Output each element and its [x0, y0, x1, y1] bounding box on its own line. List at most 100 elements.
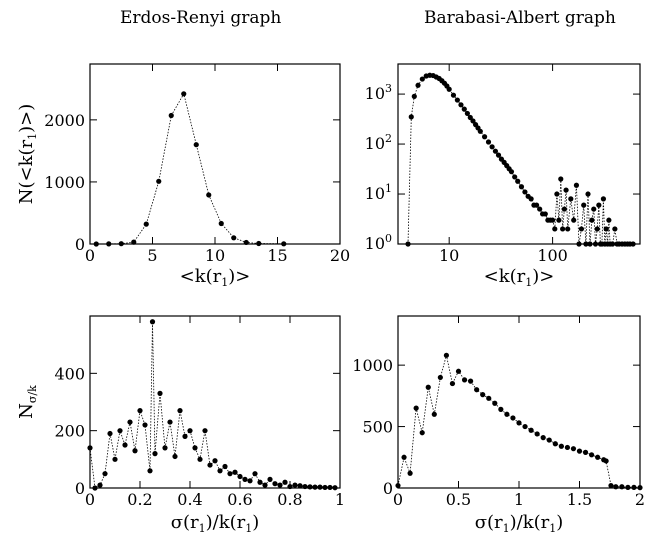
data-point: [495, 152, 502, 158]
data-point: [207, 462, 213, 468]
data-point: [287, 483, 293, 490]
data-point: [481, 134, 488, 140]
data-point: [408, 114, 414, 120]
data-point: [609, 241, 616, 247]
data-point: [277, 482, 283, 488]
x-axis-label-ba-top: <k(r1)>: [484, 266, 555, 289]
data-point: [568, 196, 574, 202]
data-point: [227, 471, 233, 477]
data-point: [450, 92, 457, 98]
data-point: [162, 445, 168, 451]
data-point: [317, 484, 323, 490]
data-point: [127, 419, 133, 425]
data-point: [132, 448, 138, 454]
data-point: [272, 481, 278, 487]
data-point: [307, 484, 313, 490]
x-tick-label: 20: [330, 246, 350, 265]
data-point: [449, 380, 456, 387]
data-point: [431, 411, 437, 417]
data-point: [589, 217, 595, 223]
data-point: [542, 211, 548, 217]
data-point: [212, 458, 218, 464]
data-point: [197, 456, 203, 462]
data-point: [504, 411, 510, 417]
chart-ba_bottom: 0 0.5 1 1.5 2 0 500 1000: [352, 315, 645, 509]
data-point: [603, 226, 609, 232]
data-point: [576, 241, 582, 247]
data-point: [556, 217, 562, 223]
data-point: [157, 390, 163, 396]
chart-er_bottom: 0 0.2 0.4 0.6 0.8 1 0 200 400: [54, 315, 345, 509]
data-point: [92, 485, 98, 491]
data-point: [93, 241, 99, 247]
y-tick-label: 0: [75, 479, 85, 498]
data-point: [464, 110, 470, 117]
data-point: [510, 415, 516, 421]
data-point: [561, 206, 567, 212]
data-point: [498, 406, 504, 412]
data-point: [470, 118, 476, 124]
data-point: [522, 423, 528, 430]
data-point: [552, 226, 558, 232]
y-tick-label: 0: [75, 235, 85, 254]
data-point: [206, 192, 212, 198]
x-tick-label: 1: [335, 490, 345, 509]
data-point: [232, 469, 238, 475]
y-tick-label: 101: [365, 182, 392, 203]
data-point: [558, 176, 564, 182]
x-tick-label: 0: [85, 490, 95, 509]
series-line: [89, 321, 336, 489]
data-point: [564, 444, 571, 451]
data-point: [222, 463, 228, 470]
x-tick-label: 15: [267, 246, 287, 265]
data-point: [405, 241, 411, 247]
data-point: [297, 483, 303, 489]
data-point: [401, 454, 407, 460]
data-point: [458, 102, 464, 108]
data-point: [485, 139, 492, 145]
series-line: [96, 92, 284, 245]
data-point: [437, 374, 443, 381]
data-point: [193, 142, 199, 148]
data-point: [549, 217, 556, 223]
data-point: [419, 430, 425, 436]
x-tick-label: 0.8: [277, 490, 302, 509]
data-point: [528, 427, 534, 433]
data-point: [168, 112, 174, 119]
data-point: [147, 468, 153, 474]
x-tick-label: 0.5: [446, 490, 471, 509]
x-axis-label-er-top: <k(r1)>: [180, 266, 251, 289]
data-point: [589, 452, 595, 458]
data-point: [594, 226, 600, 232]
data-point: [573, 182, 580, 188]
series-line: [407, 74, 634, 245]
data-point: [107, 430, 113, 437]
x-tick-label: 1.5: [567, 490, 592, 509]
data-point: [603, 458, 609, 464]
data-point: [637, 485, 643, 491]
data-point: [181, 91, 187, 97]
data-point: [282, 479, 288, 485]
data-point: [563, 187, 569, 193]
data-point: [202, 428, 208, 434]
data-point: [455, 368, 462, 374]
data-point: [454, 97, 460, 103]
data-point: [596, 202, 602, 208]
chart-er_top: 0 5 10 15 20 0 1000 2000: [44, 63, 350, 265]
data-point: [576, 448, 583, 454]
data-point: [630, 241, 636, 247]
data-point: [540, 435, 546, 441]
data-point: [595, 454, 601, 460]
x-axis-label-ba-bottom: σ(r1)/k(r1): [475, 512, 564, 535]
data-point: [217, 468, 223, 474]
data-point: [167, 419, 173, 425]
data-point: [625, 484, 631, 490]
y-tick-label: 103: [365, 82, 392, 103]
x-tick-label: 0.6: [227, 490, 252, 509]
data-point: [587, 241, 593, 247]
data-point: [518, 184, 525, 190]
x-tick-label: 1: [514, 490, 524, 509]
data-point: [242, 476, 248, 482]
data-point: [292, 482, 298, 488]
